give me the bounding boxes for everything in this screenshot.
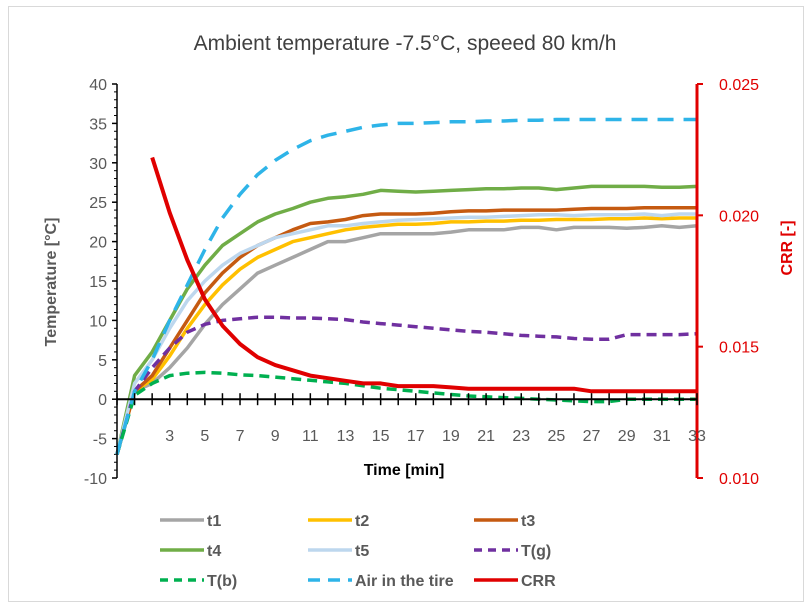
y-tick-label: 0	[98, 392, 107, 409]
x-tick-label: 13	[337, 428, 355, 445]
series-line-t2	[115, 216, 697, 455]
x-tick-label: 23	[512, 428, 530, 445]
y-tick-label: 20	[89, 235, 107, 252]
y-axis-label: Temperature [°C]	[43, 218, 60, 347]
x-tick-label: 7	[236, 428, 245, 445]
x-tick-label: 5	[200, 428, 209, 445]
series-line-crr	[150, 156, 697, 394]
axes: 3 5 7 9 11 13 15 17 19 21 23 25 27 29 31 33	[116, 84, 706, 478]
y2-tick-label: 0.025	[719, 77, 759, 94]
x-tick-label: 9	[271, 428, 280, 445]
legend-label-t5: t5	[355, 543, 369, 560]
right-axis-ticks: 0.025 0.020 0.015 0.010	[697, 77, 759, 488]
y-tick-label: 40	[89, 77, 107, 94]
x-tick-label: 15	[372, 428, 390, 445]
series-line-t3	[115, 205, 697, 455]
series-line-t5	[115, 212, 697, 455]
series-line-Tb	[115, 370, 697, 455]
series-line-t1	[115, 224, 698, 455]
series-line-air	[115, 117, 697, 455]
y2-axis-label: CRR [-]	[779, 220, 796, 275]
legend: t1 t2 t3 t4 t5 T(g) T(b) Air in the tire CRR	[160, 513, 556, 590]
y2-tick-label: 0.015	[719, 340, 759, 357]
y-tick-label: -10	[84, 471, 107, 488]
x-axis-label: Time [min]	[364, 462, 445, 479]
x-tick-label: 21	[477, 428, 495, 445]
y-tick-label: -5	[93, 432, 107, 449]
y-tick-label: 35	[89, 116, 107, 133]
y2-tick-label: 0.010	[719, 471, 759, 488]
x-tick-label: 3	[165, 428, 174, 445]
x-tick-label: 11	[302, 428, 319, 445]
legend-label-t2: t2	[355, 513, 369, 530]
y-tick-label: 30	[89, 156, 107, 173]
y2-tick-label: 0.020	[719, 208, 759, 225]
y-tick-label: 25	[89, 195, 107, 212]
x-tick-label: 31	[653, 428, 671, 445]
x-tick-label: 19	[442, 428, 460, 445]
x-tick-label: 25	[547, 428, 565, 445]
y-tick-label: 5	[98, 353, 107, 370]
y-tick-label: 10	[89, 313, 107, 330]
series-line-Tg	[115, 315, 698, 455]
x-tick-label: 29	[618, 428, 636, 445]
legend-label-Tg: T(g)	[521, 543, 551, 560]
chart-title: Ambient temperature -7.5°C, speeed 80 km…	[194, 32, 617, 55]
x-tick-label: 17	[407, 428, 425, 445]
x-tick-label: 27	[583, 428, 601, 445]
legend-label-Tb: T(b)	[207, 573, 237, 590]
legend-label-air: Air in the tire	[355, 573, 454, 590]
series-layer	[115, 117, 698, 455]
legend-label-t4: t4	[207, 543, 221, 560]
left-axis-ticks: 40 35 30 25 20 15 10 5 0 -5 -10	[84, 77, 117, 488]
legend-label-crr: CRR	[521, 573, 556, 590]
x-tick-label: 33	[688, 428, 706, 445]
legend-label-t3: t3	[521, 513, 535, 530]
chart-frame	[8, 6, 804, 602]
x-axis-label-bg	[345, 457, 463, 481]
series-line-t4	[115, 184, 698, 455]
y-tick-label: 15	[89, 274, 107, 291]
legend-label-t1: t1	[207, 513, 221, 530]
